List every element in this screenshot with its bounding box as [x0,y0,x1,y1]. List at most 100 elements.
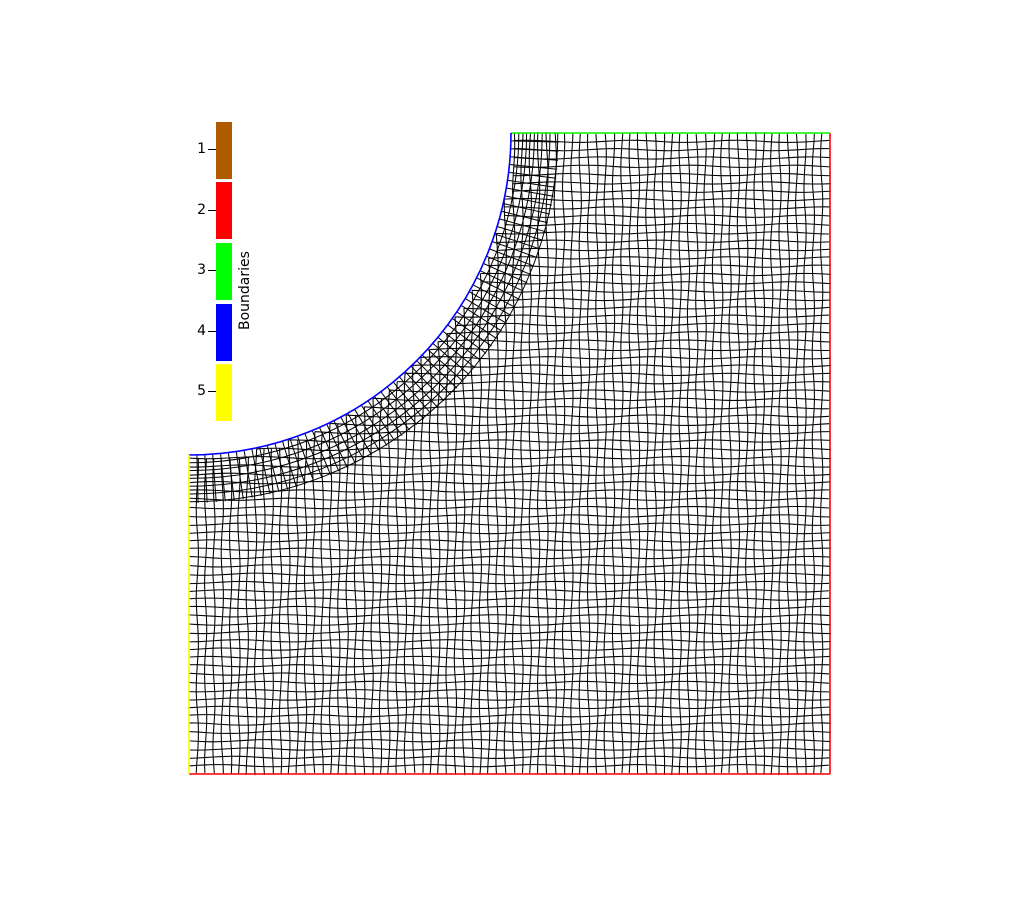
mesh-edge [689,607,698,608]
mesh-edge [363,640,371,641]
mesh-edge [739,441,747,442]
mesh-edge [563,532,571,533]
mesh-edge [196,590,204,591]
mesh-edge [506,624,513,625]
mesh-edge [754,457,763,458]
mesh-edge [407,615,415,616]
mesh-edge [813,283,822,284]
mesh-edge [497,599,506,600]
mesh-edge [246,766,254,767]
mesh-edge [479,433,488,434]
mesh-edge [646,316,655,317]
mesh-edge [505,732,513,733]
mesh-edge [363,557,372,558]
mesh-edge [530,324,538,325]
mesh-edge [754,375,763,376]
mesh-edge [805,258,812,259]
mesh-edge [779,582,787,583]
mesh-edge [205,683,206,691]
mesh-edge [323,490,332,491]
mesh-edge [231,741,240,742]
mesh-edge [548,541,555,542]
mesh-edge [471,641,480,642]
mesh-edge [797,408,806,409]
mesh-edge [631,640,639,641]
mesh-edge [388,599,397,600]
mesh-edge [654,200,663,201]
mesh-edge [630,441,639,442]
mesh-edge [323,582,331,583]
mesh-edge [348,449,356,450]
mesh-edge [488,599,497,600]
mesh-edge [681,383,688,384]
mesh-edge [622,732,631,733]
mesh-edge [489,574,496,575]
mesh-edge [573,674,580,675]
mesh-edge [397,566,404,567]
mesh-edge [580,407,588,408]
mesh-edge [521,699,529,700]
mesh-edge [513,358,521,359]
mesh-edge [290,565,298,566]
mesh-edge [447,599,456,600]
mesh-edge [365,699,372,700]
mesh-edge [597,374,604,375]
mesh-edge [390,657,397,658]
mesh-edge [464,441,471,442]
mesh-edge [804,715,812,716]
mesh-edge [654,457,662,458]
mesh-edge [490,374,498,375]
mesh-edge [588,749,595,750]
mesh-edge [688,665,696,666]
mesh-edge [581,208,588,209]
mesh-edge [489,716,498,717]
mesh-edge [673,558,682,559]
mesh-edge [340,566,347,567]
mesh-edge [389,399,396,400]
mesh-edge [340,482,347,483]
mesh-edge [746,491,755,492]
mesh-edge [463,474,472,475]
mesh-edge [230,550,231,559]
mesh-edge [663,532,671,533]
mesh-edge [539,291,546,292]
mesh-edge [264,582,273,583]
mesh-edge [781,274,789,275]
mesh-edge [621,699,629,700]
mesh-edge [506,533,513,534]
mesh-edge [330,516,338,517]
mesh-edge [805,574,814,575]
mesh-edge [539,748,546,749]
mesh-edge [197,758,198,765]
mesh-edge [763,166,771,167]
mesh-edge [605,482,614,483]
mesh-edge [230,540,239,541]
mesh-edge [604,649,613,650]
mesh-edge [688,382,695,383]
mesh-edge [540,632,548,633]
mesh-edge [596,657,604,658]
mesh-edge [280,516,288,517]
mesh-edge [672,674,679,675]
mesh-edge [330,632,339,633]
mesh-edge [789,183,796,184]
mesh-edge [240,566,248,567]
mesh-edge [230,516,237,517]
mesh-edge [664,308,672,309]
mesh-edge [556,249,564,250]
mesh-edge [796,549,804,550]
mesh-edge [189,540,198,541]
mesh-edge [546,225,555,226]
mesh-edge [531,724,540,725]
mesh-edge [571,274,580,275]
mesh-edge [547,741,555,742]
mesh-edge [779,241,788,242]
mesh-edge [738,383,746,384]
mesh-edge [747,233,756,234]
mesh-edge [222,749,231,750]
mesh-edge [432,749,440,750]
mesh-edge [523,499,530,500]
mesh-edge [754,540,762,541]
mesh-edge [640,632,648,633]
